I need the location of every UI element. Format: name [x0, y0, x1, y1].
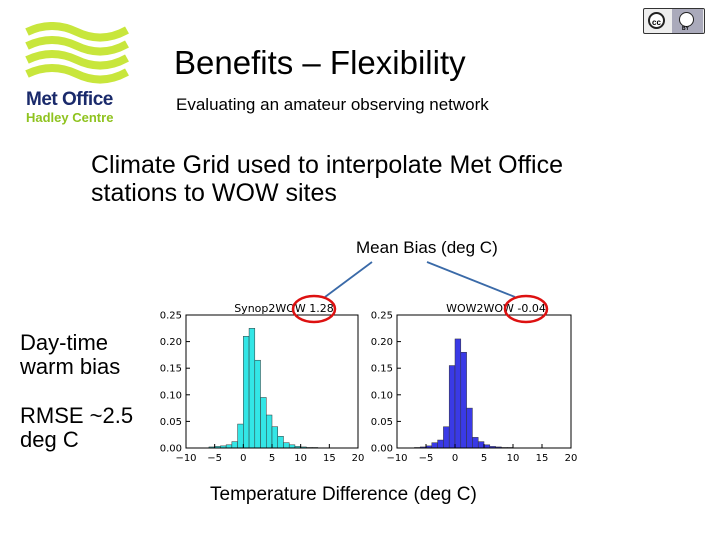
mean-bias-label: Mean Bias (deg C) [356, 238, 498, 257]
slide-subtitle: Evaluating an amateur observing network [176, 95, 489, 114]
y-tick-label: 0.15 [371, 364, 393, 375]
chart-title-0: Synop2WOW 1.28 [234, 302, 334, 315]
x-tick-label: 10 [507, 453, 520, 464]
met-office-logo-icon [25, 22, 129, 84]
histogram-bar [271, 426, 278, 449]
x-tick-label: −5 [419, 453, 434, 464]
y-tick-label: 0.05 [160, 417, 182, 428]
logo-subtext: Hadley Centre [26, 110, 114, 125]
histogram-bar [466, 407, 473, 449]
y-tick-label: 0.00 [371, 444, 393, 455]
logo-wordmark: Met Office [26, 89, 113, 110]
y-tick-label: 0.05 [371, 417, 393, 428]
x-tick-label: 15 [536, 453, 549, 464]
histogram-bar [283, 442, 290, 449]
y-tick-label: 0.25 [160, 311, 182, 322]
y-tick-label: 0.10 [160, 390, 182, 401]
histogram-bar [448, 365, 456, 449]
histogram-bar [243, 336, 250, 449]
x-tick-label: 0 [452, 453, 458, 464]
y-tick-label: 0.00 [160, 444, 182, 455]
histogram-bar [254, 359, 261, 449]
y-tick-label: 0.20 [160, 337, 182, 348]
histogram-bar [431, 442, 438, 449]
plot-frame-1 [396, 314, 572, 449]
x-tick-label: −5 [207, 453, 222, 464]
y-tick-label: 0.15 [160, 364, 182, 375]
by-icon: BY [672, 9, 703, 33]
y-tick-label: 0.25 [371, 311, 393, 322]
histogram-charts: Synop2WOW 1.28 0.00 0.05 0.10 0.15 0.20 0.25 −1… [160, 302, 578, 464]
chart-title-1: WOW2WOW -0.04 [446, 302, 546, 315]
x-tick-label: 10 [294, 453, 307, 464]
histogram-bar [472, 437, 479, 449]
creative-commons-by-icon: cc BY [643, 8, 705, 34]
cc-icon: cc [648, 12, 665, 29]
histogram-bar [277, 436, 284, 449]
x-tick-label: 20 [565, 453, 578, 464]
slide-title: Benefits – Flexibility [174, 44, 466, 81]
day-time-bias-note: Day-time warm bias [20, 330, 121, 379]
rmse-note: RMSE ~2.5 deg C [20, 403, 134, 452]
x-tick-label: 5 [269, 453, 275, 464]
x-tick-label: 20 [352, 453, 365, 464]
x-tick-label: −10 [175, 453, 196, 464]
histogram-bar [454, 338, 462, 449]
histogram-bar [443, 426, 450, 449]
histogram-bar [460, 351, 467, 449]
histogram-bar [266, 414, 273, 449]
x-tick-label: 15 [323, 453, 336, 464]
x-tick-label: 5 [481, 453, 487, 464]
slide-body-text: Climate Grid used to interpolate Met Off… [91, 151, 563, 207]
y-tick-label: 0.10 [371, 390, 393, 401]
histogram-bar [237, 423, 244, 449]
x-tick-label: −10 [386, 453, 407, 464]
histogram-bar [477, 441, 485, 449]
y-tick-label: 0.20 [371, 337, 393, 348]
x-axis-label: Temperature Difference (deg C) [210, 484, 477, 505]
x-tick-label: 0 [240, 453, 246, 464]
histogram-bar [248, 328, 256, 449]
histogram-bar [437, 439, 444, 449]
histogram-bar [260, 397, 267, 449]
histogram-bar [231, 441, 238, 449]
